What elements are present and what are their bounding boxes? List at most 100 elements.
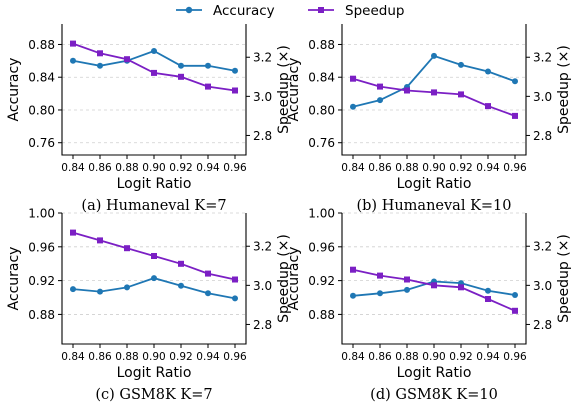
y-tick-label: 0.84 (28, 71, 55, 85)
y-tick-label: 0.80 (28, 103, 55, 117)
x-tick-label: 0.86 (368, 162, 392, 174)
x-tick-label: 0.96 (223, 351, 247, 363)
x-tick-label: 0.86 (368, 351, 392, 363)
x-tick-label: 0.84 (61, 351, 85, 363)
panel-caption: (d) GSM8K K=10 (370, 387, 498, 403)
series-accuracy-point (178, 282, 184, 289)
series-accuracy-point (485, 287, 491, 294)
series-accuracy-point (70, 57, 76, 64)
y2-tick-label: 3.0 (253, 279, 272, 293)
x-tick-label: 0.88 (395, 351, 418, 363)
series-accuracy-point (458, 61, 464, 68)
series-speedup-point (124, 56, 130, 63)
series-accuracy-point (205, 62, 211, 69)
legend-marker-accuracy (185, 6, 193, 14)
y2-tick-label: 3.2 (533, 51, 552, 65)
x-tick-label: 0.92 (169, 351, 192, 363)
y-tick-label: 0.88 (28, 38, 55, 52)
panel-3: 0.880.920.961.002.83.03.20.84 0.86 0.88 0.9… (6, 207, 292, 404)
y-tick-label: 0.92 (308, 274, 335, 288)
x-tick-label: 0.86 (88, 162, 112, 174)
y2-tick-label: 3.0 (533, 90, 552, 104)
series-accuracy-point (512, 292, 518, 298)
legend-label-speedup: Speedup (345, 3, 404, 19)
series-accuracy-point (431, 52, 437, 59)
y2-tick-label: 3.2 (253, 51, 272, 65)
series-speedup-point (485, 296, 491, 302)
series-speedup-point (377, 83, 383, 90)
x-tick-label: 0.94 (476, 162, 500, 174)
series-accuracy-point (232, 295, 238, 302)
y2-axis-label: Speedup (×) (276, 45, 292, 134)
axes-frame (61, 24, 247, 156)
x-axis-label: Logit Ratio (397, 176, 472, 192)
panel-caption: (b) Humaneval K=10 (356, 198, 511, 214)
x-tick-label: 0.88 (115, 351, 138, 363)
y-tick-label: 0.88 (28, 308, 55, 322)
series-speedup-point (97, 237, 103, 244)
axes-frame (341, 24, 527, 156)
series-speedup-point (97, 50, 103, 57)
series-speedup-point (512, 112, 518, 119)
series-accuracy-point (350, 103, 356, 110)
y-tick-label: 0.88 (308, 308, 335, 322)
y2-tick-label: 2.8 (533, 129, 552, 143)
legend-label-accuracy: Accuracy (213, 3, 275, 19)
x-tick-label: 0.96 (503, 162, 527, 174)
panel-2: 0.760.800.840.882.83.03.20.84 0.86 0.88 0.9… (286, 24, 572, 214)
axes-frame (61, 213, 247, 345)
x-tick-label: 0.94 (196, 351, 220, 363)
y2-tick-label: 3.0 (253, 90, 272, 104)
x-axis-label: Logit Ratio (397, 365, 472, 381)
series-accuracy-point (232, 67, 238, 74)
series-speedup-point (70, 229, 76, 236)
series-accuracy-point (404, 286, 410, 293)
x-tick-label: 0.94 (196, 162, 220, 174)
series-speedup-point (350, 75, 356, 82)
y2-axis-label: Speedup (×) (556, 45, 572, 134)
legend: Accuracy Speedup (176, 3, 404, 19)
series-accuracy-point (70, 286, 76, 293)
y-tick-label: 0.92 (28, 274, 55, 288)
y-tick-label: 0.76 (308, 136, 335, 150)
series-speedup-point (205, 83, 211, 90)
y-tick-label: 0.96 (28, 240, 55, 254)
y-tick-label: 1.00 (28, 207, 55, 221)
y-tick-label: 0.96 (308, 240, 335, 254)
series-speedup-point (431, 282, 437, 289)
y-tick-label: 0.80 (308, 103, 335, 117)
x-tick-label: 0.90 (142, 351, 165, 363)
panel-caption: (a) Humaneval K=7 (81, 198, 226, 214)
y2-tick-label: 3.0 (533, 279, 552, 293)
series-speedup-point (151, 69, 157, 76)
x-tick-label: 0.94 (476, 351, 500, 363)
series-speedup-point (431, 89, 437, 96)
series-accuracy-line (72, 277, 236, 300)
axes-frame (341, 213, 527, 345)
series-accuracy-point (377, 97, 383, 104)
x-tick-label: 0.92 (169, 162, 192, 174)
series-speedup-point (232, 87, 238, 94)
x-tick-label: 0.88 (395, 162, 418, 174)
series-accuracy-point (350, 292, 356, 299)
x-tick-label: 0.90 (422, 162, 445, 174)
panel-1: 0.760.800.840.882.83.03.20.84 0.86 0.88 0.9… (6, 24, 292, 214)
panels: 0.760.800.840.882.83.03.20.84 0.86 0.88 0.9… (6, 24, 572, 403)
x-tick-label: 0.96 (223, 162, 247, 174)
series-speedup-point (178, 260, 184, 267)
x-tick-label: 0.90 (422, 351, 445, 363)
series-speedup-point (512, 307, 518, 314)
series-speedup-point (485, 103, 491, 110)
series-accuracy-point (377, 290, 383, 297)
panel-caption: (c) GSM8K K=7 (95, 387, 212, 403)
y2-axis-label: Speedup (×) (556, 234, 572, 323)
x-axis-label: Logit Ratio (117, 365, 192, 381)
x-tick-label: 0.88 (115, 162, 138, 174)
series-accuracy-point (178, 62, 184, 69)
x-axis-label: Logit Ratio (117, 176, 192, 192)
series-speedup-point (151, 253, 157, 259)
series-accuracy-point (205, 290, 211, 297)
x-tick-label: 0.96 (503, 351, 527, 363)
series-accuracy-point (97, 62, 103, 69)
